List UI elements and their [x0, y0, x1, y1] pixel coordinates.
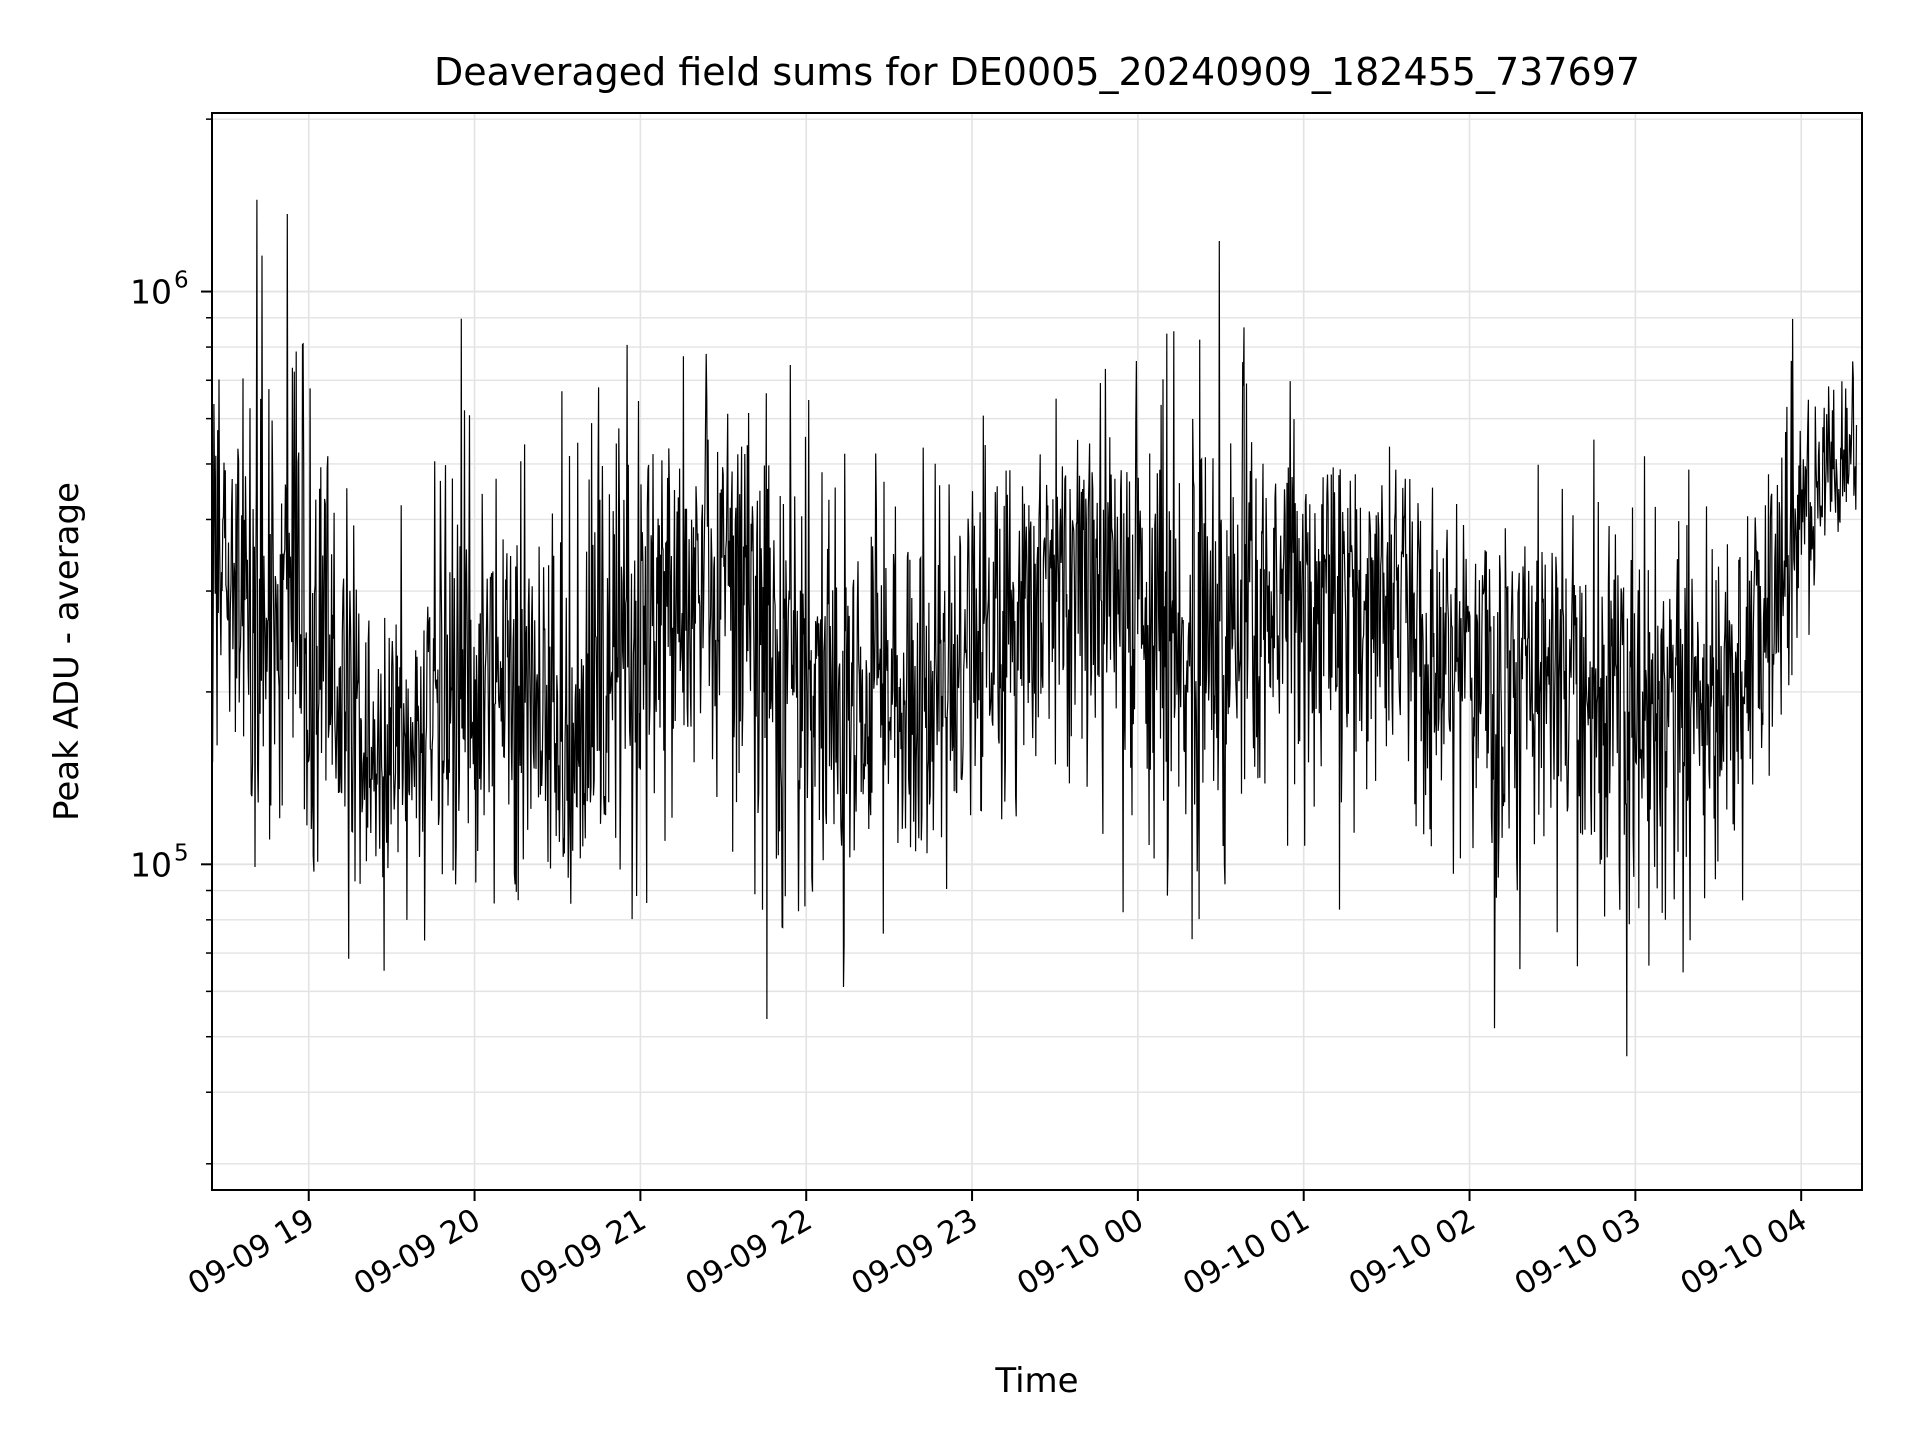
- series-line: [211, 199, 1858, 1057]
- y-axis-label: Peak ADU - average: [47, 482, 87, 821]
- plot-frame: [211, 112, 1863, 1191]
- x-axis-label: Time: [994, 1361, 1078, 1401]
- chart-title: Deaveraged field sums for DE0005_2024090…: [434, 50, 1640, 94]
- y-tick-label-base: 10: [130, 845, 172, 884]
- y-tick-label-exponent: 6: [174, 268, 189, 294]
- grid-lines: [212, 113, 1862, 1190]
- series-layer: [211, 199, 1858, 1057]
- y-tick-label: 10 5: [130, 840, 189, 884]
- y-tick-label-exponent: 5: [174, 840, 189, 866]
- y-tick-label: 10 6: [130, 268, 189, 312]
- y-tick-label-base: 10: [130, 273, 172, 312]
